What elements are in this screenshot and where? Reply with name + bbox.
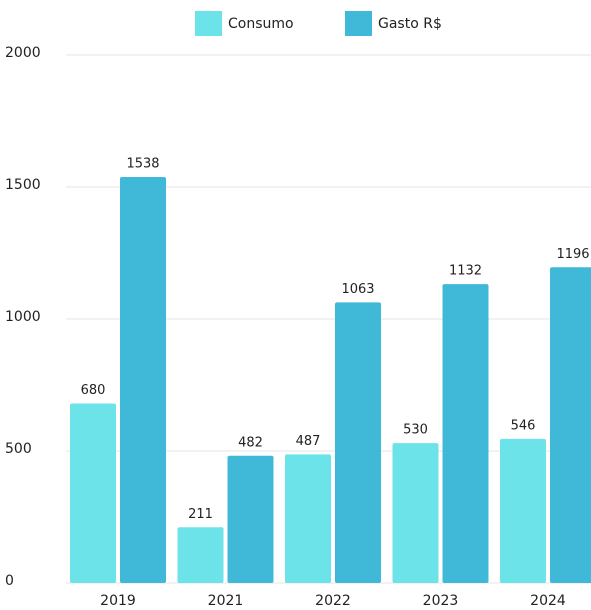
legend-swatch	[345, 11, 372, 36]
x-tick-label: 2023	[423, 593, 459, 609]
bar	[285, 454, 331, 583]
legend-label: Gasto R$	[378, 16, 442, 32]
data-label: 1063	[341, 282, 374, 297]
data-label: 680	[81, 383, 106, 398]
bar	[392, 443, 439, 583]
x-tick-label: 2022	[315, 593, 351, 609]
y-tick-label: 500	[5, 441, 32, 457]
y-tick-label: 2000	[5, 45, 41, 61]
bar	[120, 176, 166, 583]
x-tick-label: 2021	[208, 593, 244, 609]
data-label: 1538	[126, 156, 159, 171]
bar	[227, 455, 274, 583]
x-tick-label: 2024	[530, 593, 566, 609]
data-label: 530	[403, 423, 428, 438]
bar	[442, 284, 489, 583]
legend-swatch	[195, 11, 222, 36]
data-label: 1196	[556, 247, 589, 262]
data-label: 546	[511, 418, 536, 433]
bar	[335, 302, 381, 583]
bar	[70, 403, 116, 583]
bar	[177, 527, 224, 583]
data-label: 487	[296, 434, 321, 449]
y-tick-label: 1000	[5, 309, 41, 325]
y-tick-label: 1500	[5, 177, 41, 193]
x-tick-label: 2019	[100, 593, 136, 609]
legend-label: Consumo	[228, 16, 294, 32]
bar	[550, 267, 591, 583]
data-label: 482	[238, 435, 263, 450]
y-tick-label: 0	[5, 573, 14, 589]
data-label: 1132	[449, 264, 482, 279]
data-label: 211	[188, 507, 213, 522]
bar	[500, 438, 546, 583]
